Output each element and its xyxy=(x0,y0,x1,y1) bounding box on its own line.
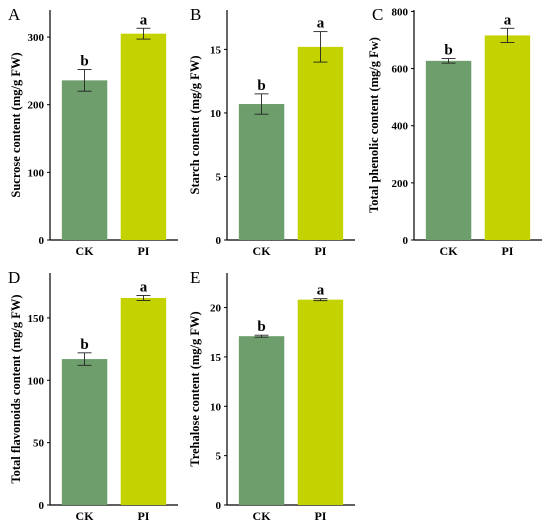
y-tick-label: 100 xyxy=(28,375,45,387)
panel-c: C 0 200 400 600 800 Total phenolic content (mg… xyxy=(367,5,542,258)
y-tick-label: 0 xyxy=(216,500,222,512)
panel-letter: D xyxy=(8,268,20,287)
y-tick-label: 20 xyxy=(210,303,222,315)
y-tick-label: 0 xyxy=(39,500,45,512)
y-tick-label: 300 xyxy=(28,32,45,44)
x-tick-label-ck: CK xyxy=(253,509,272,522)
y-tick-label: 0 xyxy=(39,235,45,247)
x-tick-label-ck: CK xyxy=(76,509,95,522)
panel-b: B 0 5 10 15 Starch content (mg/g FW) b CK a PI xyxy=(188,5,355,258)
bar-pi xyxy=(484,35,531,240)
panel-d: D 0 50 100 150 Total flavonoids content (mg/g… xyxy=(8,268,178,522)
y-tick-label: 0 xyxy=(216,235,222,247)
y-tick-label: 600 xyxy=(392,64,409,76)
y-tick-label: 200 xyxy=(392,178,409,190)
y-tick-label: 50 xyxy=(33,438,45,450)
significance-label-ck: b xyxy=(444,43,452,59)
panel-a: A 0 100 200 300 Sucrose content (mg/g FW) b CK a… xyxy=(8,5,178,258)
panel-letter: B xyxy=(190,5,201,24)
bar-ck xyxy=(61,80,108,241)
panel-e: E 0 5 10 15 20 Trehalose content (mg/g FW) b CK a… xyxy=(188,268,355,522)
significance-label-pi: a xyxy=(140,12,148,28)
y-axis-label: Starch content (mg/g FW) xyxy=(188,56,202,195)
bar-ck xyxy=(61,359,108,505)
y-axis-label: Sucrose content (mg/g FW) xyxy=(9,52,23,197)
panel-letter: C xyxy=(372,5,383,24)
y-tick-label: 0 xyxy=(403,235,409,247)
bar-ck xyxy=(238,104,285,241)
y-tick-label: 5 xyxy=(216,171,222,183)
significance-label-ck: b xyxy=(257,78,265,94)
x-tick-label-pi: PI xyxy=(314,509,326,522)
x-tick-label-ck: CK xyxy=(253,244,272,258)
panel-letter: A xyxy=(8,5,21,24)
bar-ck xyxy=(238,336,285,505)
y-tick-label: 5 xyxy=(216,451,222,463)
significance-label-pi: a xyxy=(317,16,325,32)
y-tick-label: 150 xyxy=(28,313,45,325)
significance-label-pi: a xyxy=(504,12,512,28)
significance-label-ck: b xyxy=(257,319,265,335)
x-tick-label-pi: PI xyxy=(501,244,513,258)
y-tick-label: 10 xyxy=(210,108,222,120)
y-tick-label: 15 xyxy=(210,352,222,364)
y-tick-label: 15 xyxy=(210,44,222,56)
bar-pi xyxy=(297,46,344,240)
x-tick-label-ck: CK xyxy=(440,244,459,258)
bar-pi xyxy=(120,33,167,241)
y-tick-label: 200 xyxy=(28,100,45,112)
y-tick-label: 800 xyxy=(392,6,409,18)
y-tick-label: 10 xyxy=(210,401,222,413)
significance-label-ck: b xyxy=(80,54,88,70)
x-tick-label-pi: PI xyxy=(314,244,326,258)
y-tick-label: 100 xyxy=(28,167,45,179)
significance-label-ck: b xyxy=(80,337,88,353)
significance-label-pi: a xyxy=(140,279,148,295)
x-tick-label-pi: PI xyxy=(137,509,149,522)
bar-ck xyxy=(425,60,472,240)
x-tick-label-pi: PI xyxy=(137,244,149,258)
panel-letter: E xyxy=(190,268,200,287)
y-axis-label: Total phenolic content (mg/g Fw) xyxy=(367,37,381,213)
significance-label-pi: a xyxy=(317,283,325,299)
y-axis-label: Total flavonoids content (mg/g FW) xyxy=(9,294,23,483)
x-tick-label-ck: CK xyxy=(76,244,95,258)
bar-pi xyxy=(120,297,167,505)
y-tick-label: 400 xyxy=(392,121,409,133)
bar-pi xyxy=(297,299,344,505)
y-axis-label: Trehalose content (mg/g FW) xyxy=(188,311,202,466)
